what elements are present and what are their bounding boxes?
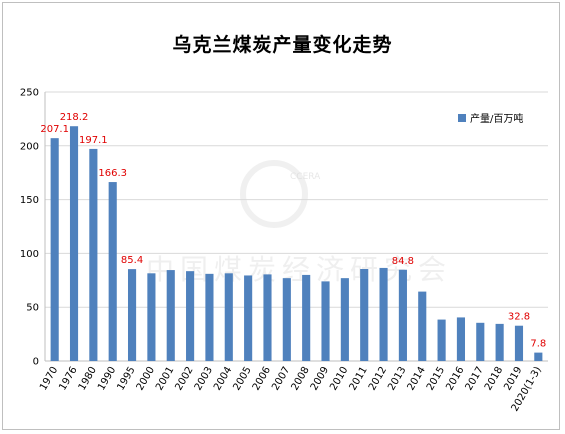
x-tick-label: 2018 <box>483 365 505 393</box>
y-tick-label: 100 <box>20 249 39 260</box>
data-label: 166.3 <box>98 168 127 179</box>
watermark-logo-icon <box>240 160 308 228</box>
x-tick-label: 1980 <box>77 365 99 393</box>
bar <box>89 148 98 361</box>
bar <box>205 273 214 361</box>
x-tick-label: 2006 <box>251 365 273 393</box>
x-tick-label: 2012 <box>367 365 389 393</box>
bar <box>244 275 253 361</box>
x-tick-label: 2016 <box>444 365 466 393</box>
x-tick-label: 2010 <box>328 365 350 393</box>
bar <box>69 126 79 361</box>
bar <box>495 323 504 361</box>
bar <box>437 319 446 361</box>
bar <box>340 278 349 361</box>
x-tick-label: 1990 <box>96 365 118 393</box>
bar <box>418 291 427 361</box>
watermark-text: 中国煤炭经济研究会 <box>146 253 453 286</box>
x-tick-label: 2002 <box>173 365 195 393</box>
x-tick-label: 2007 <box>270 365 292 393</box>
x-tick-label: 2009 <box>309 365 331 393</box>
bar <box>398 269 407 361</box>
data-label: 84.8 <box>392 256 414 267</box>
bar <box>476 322 485 361</box>
bar <box>379 267 388 361</box>
bar <box>282 278 291 361</box>
x-tick-label: 2017 <box>464 365 486 393</box>
y-tick-label: 250 <box>20 88 39 99</box>
x-tick-label: 2014 <box>406 365 428 393</box>
data-label: 197.1 <box>79 135 108 146</box>
bar <box>534 352 543 361</box>
x-tick-label: 1976 <box>57 365 79 393</box>
legend: 产量/百万吨 <box>458 110 523 125</box>
bar <box>456 317 466 361</box>
x-tick-label: 2000 <box>135 365 157 393</box>
bar <box>147 273 156 361</box>
bar <box>50 138 59 361</box>
data-label: 218.2 <box>60 112 89 123</box>
x-tick-label: 2005 <box>231 365 253 393</box>
bar <box>186 271 195 361</box>
y-tick-label: 200 <box>20 141 39 152</box>
data-label: 7.8 <box>530 339 546 350</box>
data-label: 207.1 <box>40 124 69 135</box>
chart-title: 乌克兰煤炭产量变化走势 <box>172 34 393 56</box>
bar <box>514 325 524 361</box>
watermark-logo-text: CCERA <box>290 172 321 182</box>
bar <box>360 269 369 361</box>
legend-label: 产量/百万吨 <box>470 114 524 125</box>
bar <box>108 182 117 361</box>
data-label: 32.8 <box>508 312 530 323</box>
x-tick-label: 1995 <box>115 365 137 393</box>
x-tick-label: 1970 <box>38 365 60 393</box>
x-tick-label: 2011 <box>348 365 370 393</box>
x-tick-label: 2004 <box>212 365 234 393</box>
bar <box>166 270 175 361</box>
y-tick-label: 50 <box>26 303 39 314</box>
y-tick-label: 150 <box>20 195 39 206</box>
bar <box>302 274 311 361</box>
x-tick-label: 2008 <box>290 365 312 393</box>
legend-swatch <box>458 113 466 122</box>
bar <box>263 274 272 361</box>
bar <box>224 273 233 361</box>
bar <box>127 269 137 361</box>
y-tick-label: 0 <box>33 357 39 368</box>
x-tick-label: 2003 <box>193 365 215 393</box>
x-tick-label: 2001 <box>154 365 176 393</box>
x-tick-label: 2015 <box>425 365 447 393</box>
x-tick-label: 2013 <box>386 365 408 393</box>
bar <box>321 281 330 361</box>
data-label: 85.4 <box>121 255 143 266</box>
